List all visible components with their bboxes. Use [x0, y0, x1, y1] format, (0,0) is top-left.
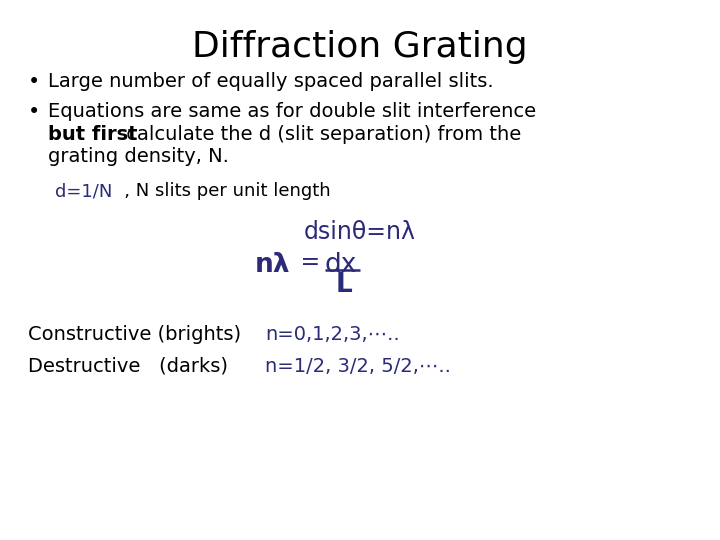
Text: Constructive (brights): Constructive (brights) — [28, 325, 241, 344]
Text: Equations are same as for double slit interference: Equations are same as for double slit in… — [48, 102, 536, 121]
Text: d=1/N: d=1/N — [55, 182, 112, 200]
Text: •: • — [28, 102, 40, 122]
Text: n=0,1,2,3,⋯..: n=0,1,2,3,⋯.. — [265, 325, 400, 344]
Text: nλ: nλ — [255, 252, 290, 278]
Text: grating density, N.: grating density, N. — [48, 147, 229, 166]
Text: •: • — [28, 72, 40, 92]
Text: n=1/2, 3/2, 5/2,⋯..: n=1/2, 3/2, 5/2,⋯.. — [265, 357, 451, 376]
Text: dsinθ=nλ: dsinθ=nλ — [304, 220, 416, 244]
Text: L: L — [336, 272, 353, 298]
Text: calculate the d (slit separation) from the: calculate the d (slit separation) from t… — [120, 125, 521, 144]
Text: Diffraction Grating: Diffraction Grating — [192, 30, 528, 64]
Text: Large number of equally spaced parallel slits.: Large number of equally spaced parallel … — [48, 72, 494, 91]
Text: , N slits per unit length: , N slits per unit length — [107, 182, 330, 200]
Text: dx: dx — [325, 252, 357, 278]
Text: but first: but first — [48, 125, 138, 144]
Text: =: = — [293, 250, 328, 274]
Text: Destructive   (darks): Destructive (darks) — [28, 357, 228, 376]
